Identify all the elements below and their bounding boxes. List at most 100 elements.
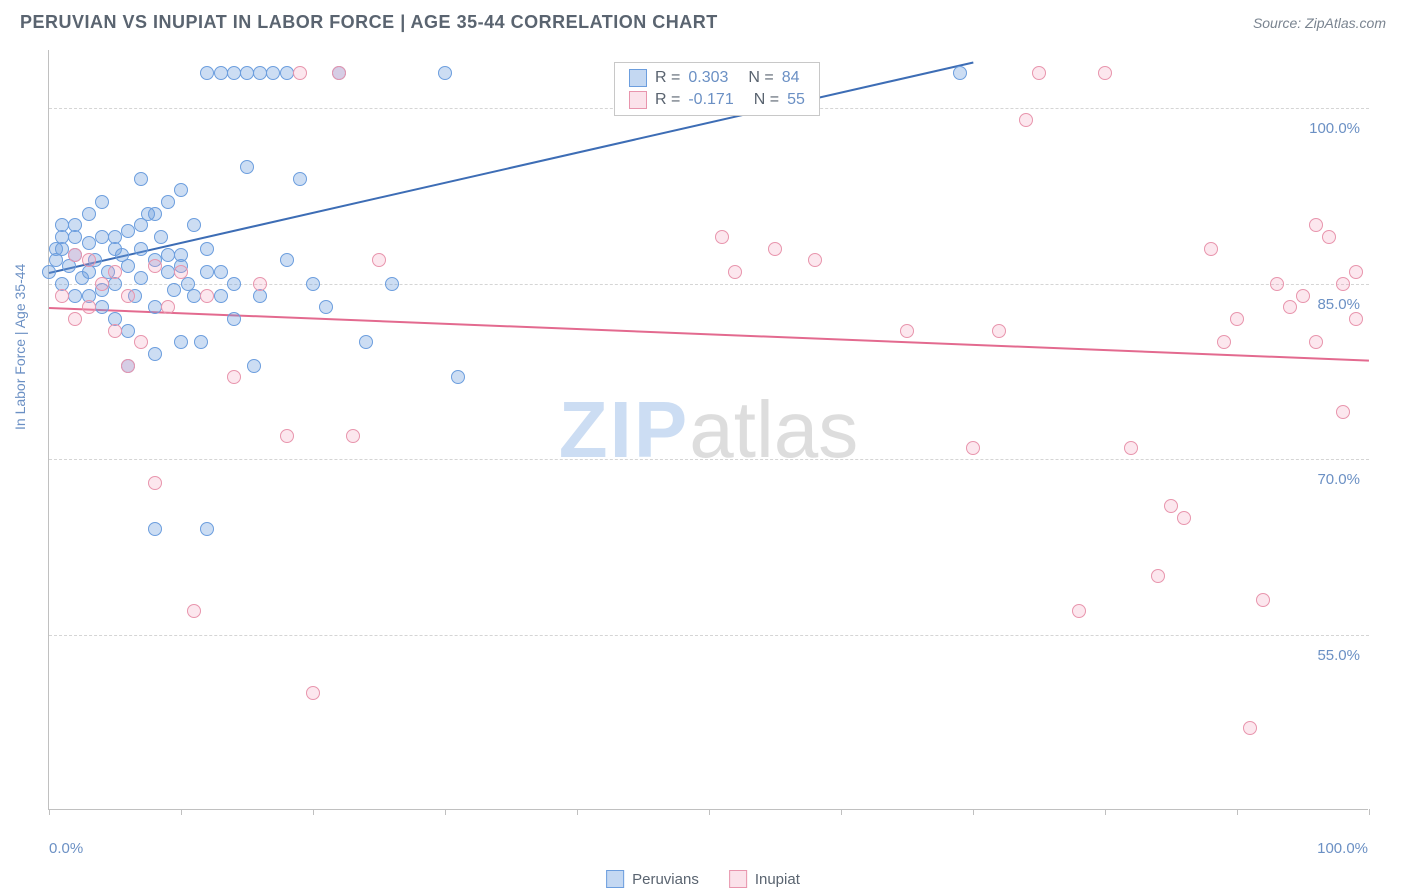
- scatter-point: [187, 604, 201, 618]
- scatter-point: [121, 259, 135, 273]
- stat-r-value: 0.303: [688, 69, 728, 87]
- scatter-point: [280, 429, 294, 443]
- scatter-point: [200, 522, 214, 536]
- legend-swatch-blue: [606, 870, 624, 888]
- scatter-point: [293, 66, 307, 80]
- scatter-point: [148, 347, 162, 361]
- scatter-point: [174, 335, 188, 349]
- scatter-point: [121, 289, 135, 303]
- regression-line-peruvians: [49, 62, 973, 274]
- stat-r-label: R =: [655, 91, 680, 109]
- scatter-point: [1336, 277, 1350, 291]
- scatter-point: [227, 277, 241, 291]
- scatter-point: [992, 324, 1006, 338]
- scatter-point: [1322, 230, 1336, 244]
- scatter-point: [121, 324, 135, 338]
- scatter-point: [768, 242, 782, 256]
- scatter-point: [55, 289, 69, 303]
- scatter-point: [134, 172, 148, 186]
- legend-swatch-pink: [729, 870, 747, 888]
- scatter-point: [148, 476, 162, 490]
- scatter-point: [82, 253, 96, 267]
- scatter-point: [1177, 511, 1191, 525]
- scatter-point: [1270, 277, 1284, 291]
- gridline: [49, 635, 1369, 636]
- scatter-point: [306, 277, 320, 291]
- scatter-point: [240, 160, 254, 174]
- scatter-point: [966, 441, 980, 455]
- scatter-point: [1124, 441, 1138, 455]
- source-attribution: Source: ZipAtlas.com: [1253, 15, 1386, 31]
- scatter-point: [1019, 113, 1033, 127]
- scatter-point: [134, 335, 148, 349]
- stats-box: R =0.303N =84R =-0.171N =55: [614, 62, 820, 116]
- scatter-point: [280, 253, 294, 267]
- scatter-point: [95, 277, 109, 291]
- scatter-point: [1032, 66, 1046, 80]
- stat-n-label: N =: [748, 69, 773, 87]
- scatter-point: [1230, 312, 1244, 326]
- scatter-point: [372, 253, 386, 267]
- scatter-point: [95, 195, 109, 209]
- scatter-point: [134, 218, 148, 232]
- scatter-point: [1256, 593, 1270, 607]
- scatter-point: [167, 283, 181, 297]
- scatter-point: [1151, 569, 1165, 583]
- stat-r-value: -0.171: [688, 91, 733, 109]
- scatter-point: [319, 300, 333, 314]
- scatter-point: [161, 300, 175, 314]
- scatter-point: [214, 66, 228, 80]
- scatter-point: [68, 218, 82, 232]
- y-tick-label: 85.0%: [1317, 296, 1360, 313]
- scatter-point: [247, 359, 261, 373]
- scatter-point: [200, 289, 214, 303]
- x-tick: [49, 809, 50, 815]
- scatter-point: [200, 242, 214, 256]
- gridline: [49, 459, 1369, 460]
- stat-n-value: 84: [782, 69, 800, 87]
- legend-label-blue: Peruvians: [632, 871, 699, 888]
- gridline: [49, 284, 1369, 285]
- x-tick: [313, 809, 314, 815]
- plot-area: ZIPatlas 55.0%70.0%85.0%100.0%0.0%100.0%…: [48, 50, 1368, 810]
- stat-n-value: 55: [787, 91, 805, 109]
- scatter-point: [900, 324, 914, 338]
- scatter-point: [200, 265, 214, 279]
- scatter-point: [95, 300, 109, 314]
- chart-container: ZIPatlas 55.0%70.0%85.0%100.0%0.0%100.0%…: [48, 50, 1368, 810]
- scatter-point: [1296, 289, 1310, 303]
- scatter-point: [1072, 604, 1086, 618]
- legend-item-peruvians: Peruvians: [606, 870, 699, 888]
- scatter-point: [1349, 312, 1363, 326]
- y-tick-label: 70.0%: [1317, 471, 1360, 488]
- scatter-point: [174, 265, 188, 279]
- scatter-point: [1204, 242, 1218, 256]
- x-tick: [1369, 809, 1370, 815]
- legend-label-pink: Inupiat: [755, 871, 800, 888]
- scatter-point: [161, 265, 175, 279]
- scatter-point: [121, 359, 135, 373]
- scatter-point: [161, 195, 175, 209]
- scatter-point: [1283, 300, 1297, 314]
- scatter-point: [240, 66, 254, 80]
- x-tick: [1105, 809, 1106, 815]
- scatter-point: [346, 429, 360, 443]
- scatter-point: [1349, 265, 1363, 279]
- x-tick: [445, 809, 446, 815]
- scatter-point: [134, 271, 148, 285]
- scatter-point: [1243, 721, 1257, 735]
- scatter-point: [134, 242, 148, 256]
- scatter-point: [148, 207, 162, 221]
- scatter-point: [1164, 499, 1178, 513]
- scatter-point: [1098, 66, 1112, 80]
- scatter-point: [953, 66, 967, 80]
- scatter-point: [108, 324, 122, 338]
- scatter-point: [108, 265, 122, 279]
- scatter-point: [451, 370, 465, 384]
- scatter-point: [253, 277, 267, 291]
- stat-r-label: R =: [655, 69, 680, 87]
- scatter-point: [82, 300, 96, 314]
- scatter-point: [1336, 405, 1350, 419]
- scatter-point: [187, 218, 201, 232]
- x-tick: [181, 809, 182, 815]
